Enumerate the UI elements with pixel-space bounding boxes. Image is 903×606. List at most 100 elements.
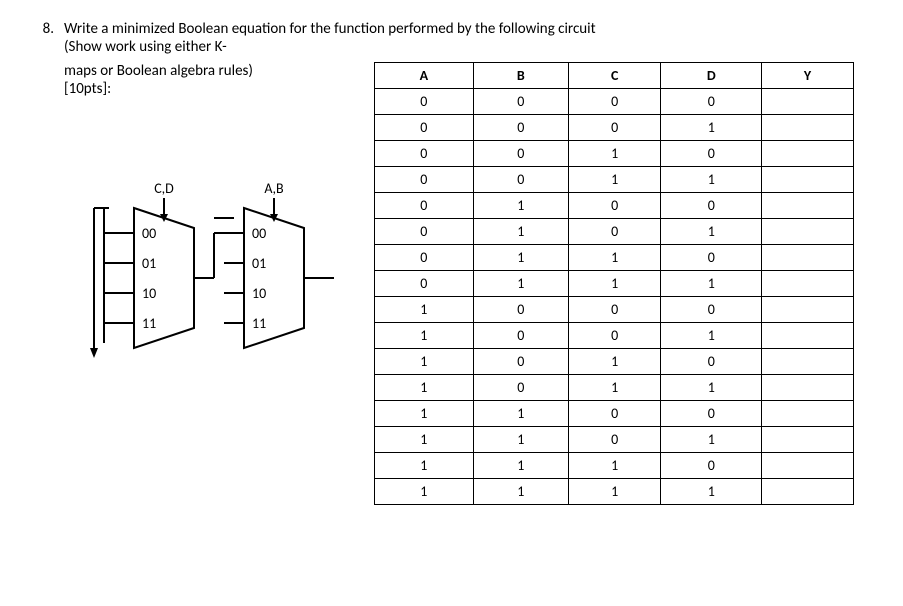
table-cell: 1 [661, 375, 762, 401]
table-cell: 1 [661, 115, 762, 141]
mux2-in2: 10 [252, 285, 266, 302]
table-cell: 0 [661, 297, 762, 323]
table-cell: 1 [661, 167, 762, 193]
table-cell: 0 [568, 427, 661, 453]
table-cell: 0 [568, 193, 661, 219]
table-row: 1010 [375, 349, 854, 375]
table-cell: 1 [375, 349, 474, 375]
table-cell [762, 141, 854, 167]
table-cell: 0 [375, 89, 474, 115]
table-cell: 1 [568, 141, 661, 167]
table-cell: 1 [375, 479, 474, 505]
table-cell: 1 [568, 453, 661, 479]
table-cell [762, 219, 854, 245]
mux2-in1: 01 [252, 255, 266, 272]
table-cell: 1 [473, 453, 568, 479]
table-row: 0110 [375, 245, 854, 271]
col-A: A [375, 63, 474, 89]
col-C: C [568, 63, 661, 89]
right-column: A B C D Y 000000010010001101000101011001… [374, 62, 854, 505]
mux1: C,D 00 01 10 11 [90, 180, 244, 358]
table-cell: 0 [661, 453, 762, 479]
table-cell: 1 [568, 167, 661, 193]
table-cell: 1 [473, 271, 568, 297]
table-row: 1011 [375, 375, 854, 401]
table-cell: 0 [473, 349, 568, 375]
mux2-select-label: A,B [264, 180, 284, 197]
table-cell: 1 [661, 219, 762, 245]
question-line2: (Show work using either K- [64, 38, 873, 56]
mux-svg: C,D 00 01 10 11 [74, 178, 354, 378]
table-cell: 0 [568, 297, 661, 323]
table-cell: 0 [568, 219, 661, 245]
question-number: 8. [30, 20, 64, 38]
table-cell: 0 [661, 193, 762, 219]
table-cell: 0 [473, 297, 568, 323]
table-cell: 1 [661, 427, 762, 453]
truth-table: A B C D Y 000000010010001101000101011001… [374, 62, 854, 505]
table-cell: 1 [375, 453, 474, 479]
mux1-in0: 00 [142, 225, 156, 242]
col-Y: Y [762, 63, 854, 89]
table-row: 0111 [375, 271, 854, 297]
table-cell: 0 [375, 271, 474, 297]
table-cell [762, 349, 854, 375]
table-cell: 0 [568, 89, 661, 115]
mux2-in0: 00 [252, 225, 266, 242]
table-cell: 0 [375, 245, 474, 271]
table-cell [762, 115, 854, 141]
table-cell: 1 [375, 297, 474, 323]
table-cell [762, 167, 854, 193]
table-row: 0100 [375, 193, 854, 219]
table-cell: 1 [661, 271, 762, 297]
table-cell: 1 [473, 479, 568, 505]
table-cell: 1 [568, 245, 661, 271]
table-cell: 1 [473, 401, 568, 427]
question-points: [10pts]: [64, 80, 374, 98]
table-cell [762, 271, 854, 297]
table-cell [762, 323, 854, 349]
table-cell: 1 [473, 245, 568, 271]
table-cell: 1 [375, 401, 474, 427]
table-cell: 1 [661, 479, 762, 505]
table-cell: 0 [473, 323, 568, 349]
mux1-in3: 11 [142, 315, 156, 332]
mux2-in3: 11 [252, 315, 266, 332]
table-cell [762, 453, 854, 479]
table-cell: 1 [568, 479, 661, 505]
table-cell: 1 [568, 271, 661, 297]
table-cell [762, 479, 854, 505]
col-B: B [473, 63, 568, 89]
table-cell: 0 [473, 115, 568, 141]
table-cell: 0 [661, 349, 762, 375]
table-cell [762, 401, 854, 427]
table-cell: 0 [375, 219, 474, 245]
table-cell: 1 [568, 375, 661, 401]
table-cell [762, 245, 854, 271]
table-cell: 0 [568, 401, 661, 427]
table-cell: 1 [375, 375, 474, 401]
table-cell: 0 [375, 141, 474, 167]
question-line3: maps or Boolean algebra rules) [64, 62, 374, 80]
table-cell [762, 89, 854, 115]
table-cell: 1 [473, 193, 568, 219]
table-row: 1111 [375, 479, 854, 505]
circuit-diagram: C,D 00 01 10 11 [74, 178, 374, 378]
table-cell: 1 [375, 427, 474, 453]
table-row: 0011 [375, 167, 854, 193]
question-line1: Write a minimized Boolean equation for t… [64, 20, 873, 38]
table-cell: 0 [473, 141, 568, 167]
table-cell [762, 297, 854, 323]
table-row: 0001 [375, 115, 854, 141]
table-cell: 0 [661, 401, 762, 427]
question-body: Write a minimized Boolean equation for t… [64, 20, 873, 505]
table-cell: 1 [661, 323, 762, 349]
table-row: 1101 [375, 427, 854, 453]
table-row: 0101 [375, 219, 854, 245]
table-cell: 1 [473, 427, 568, 453]
table-cell: 0 [661, 89, 762, 115]
table-row: 1001 [375, 323, 854, 349]
table-row: 1110 [375, 453, 854, 479]
left-column: maps or Boolean algebra rules) [10pts]: … [64, 62, 374, 378]
table-cell [762, 193, 854, 219]
